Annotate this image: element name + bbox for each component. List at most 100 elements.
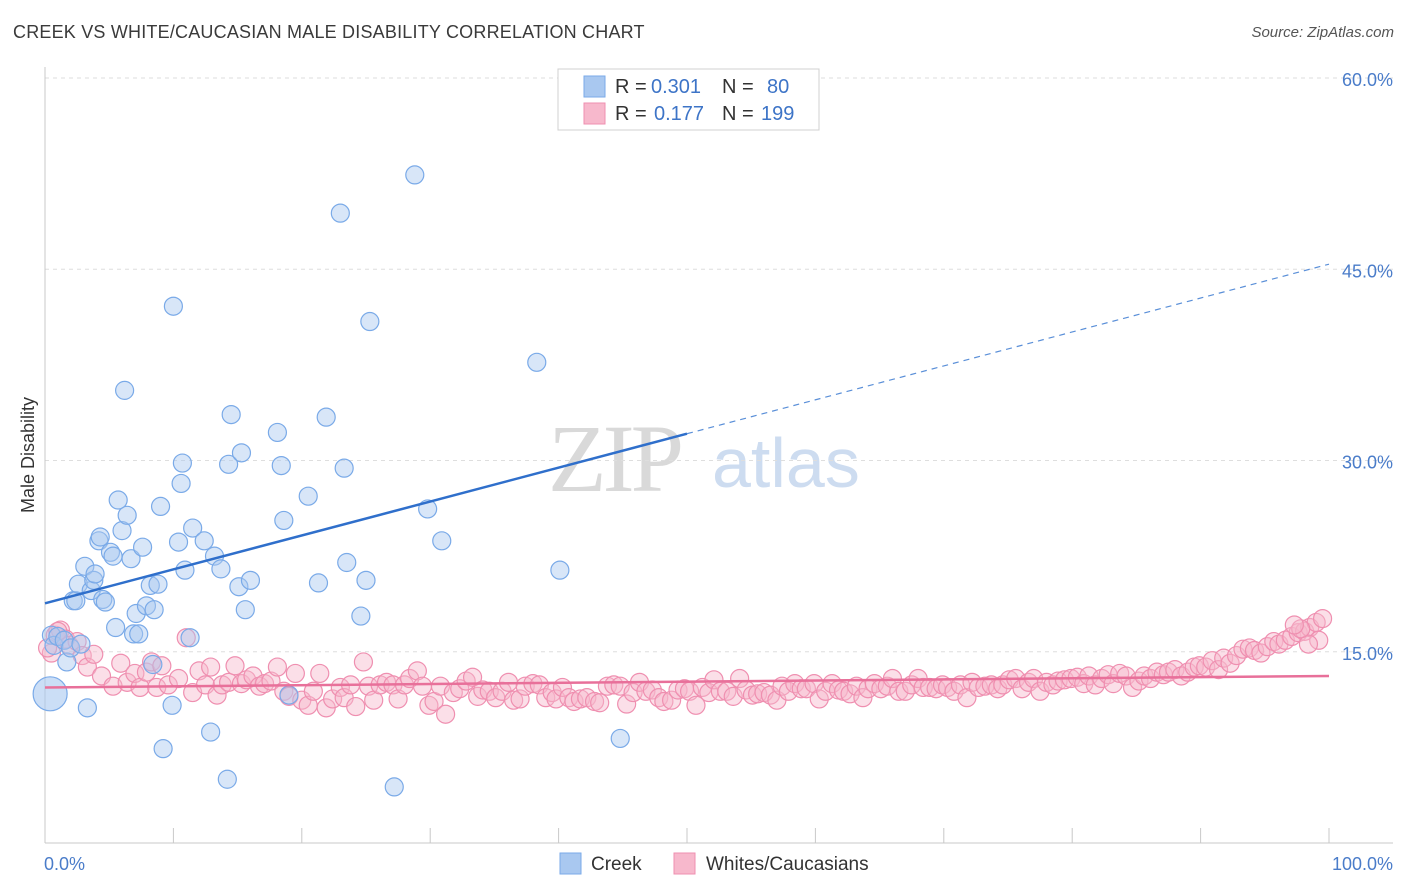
creek-point [153,739,173,759]
creek-point [172,453,192,473]
bottom-legend-swatch-whites [673,852,696,875]
creek-point [32,676,68,712]
creek-point [71,634,91,654]
whites-point [111,653,131,673]
creek-point [150,496,171,516]
legend-r-label-1: R = [615,76,647,98]
whites-point [462,667,483,687]
creek-point [77,698,97,718]
whites-point [407,661,427,681]
bottom-legend: Creek Whites/Caucasians [559,852,869,875]
creek-point [610,728,630,749]
legend-n-label-1: N = [722,76,754,98]
creek-point [126,603,146,624]
whites-point [225,656,245,676]
creek-point [112,521,132,541]
whites-point [962,672,982,692]
whites-point [704,670,724,690]
creek-point [298,486,318,506]
legend-box: R = 0.301 N = 80 R = 0.177 N = 199 [557,68,820,131]
creek-point [115,380,135,400]
whites-point [1309,630,1329,650]
whites-point [1298,634,1319,654]
whites-point [536,688,556,708]
y-tick-label: 60.0% [1342,70,1393,90]
creek-point [103,546,123,566]
whites-point [303,681,323,701]
creek-point [106,617,126,638]
creek-point [432,531,452,551]
creek-point [168,532,189,552]
whites-point [419,695,439,715]
bottom-legend-whites: Whites/Caucasians [706,854,869,875]
creek-point [129,624,149,644]
legend-swatch-creek [583,75,606,98]
whites-point [353,652,374,672]
legend-r-label-2: R = [615,103,647,125]
whites-trend-line [44,674,1330,689]
whites-point [840,684,860,704]
creek-trend-line [44,432,688,605]
whites-point [412,676,433,696]
creek-point [163,296,183,316]
creek-point [356,570,376,590]
whites-point [510,689,530,709]
whites-point [617,694,637,714]
x-axis-ticks [44,828,1330,843]
creek-point [117,505,137,525]
whites-point [1220,653,1240,673]
whites-point [654,691,674,712]
creek-point [183,518,203,538]
creek-point [93,589,113,610]
legend-n-value-2: 199 [761,103,794,125]
creek-point [316,407,336,427]
whites-point [809,689,829,709]
whites-point [388,689,408,709]
whites-point [267,657,288,677]
whites-point [686,695,706,715]
creek-point [267,422,288,443]
series-whites-points [37,608,1333,724]
whites-point [201,657,221,677]
legend-r-value-1: 0.301 [651,76,701,98]
creek-point [240,570,261,590]
whites-point [274,681,294,701]
whites-point [590,693,610,713]
bottom-legend-swatch-creek [559,852,582,875]
x-tick-label-min: 0.0% [44,854,85,874]
creek-point [271,456,291,476]
creek-point [162,695,182,715]
creek-point [337,552,357,573]
creek-point [75,556,95,576]
series-creek-points [32,165,630,797]
legend-r-value-2: 0.177 [654,103,704,125]
source-label: Source: ZipAtlas.com [1251,24,1394,41]
creek-point [384,777,404,797]
whites-point [504,690,524,710]
gridlines [45,77,1393,653]
creek-trend-extension [686,263,1330,435]
y-tick-label: 45.0% [1342,261,1393,281]
whites-point [785,674,805,694]
whites-point [189,661,209,681]
whites-point [515,676,535,696]
creek-point [194,531,214,551]
whites-point [1284,615,1304,635]
watermark-zip: ZIP [548,405,681,512]
whites-point [1043,675,1063,695]
y-axis-label: Male Disability [18,397,38,513]
creek-point [527,352,547,372]
creek-point [211,559,231,579]
whites-point [285,663,305,684]
y-tick-label: 15.0% [1342,644,1393,664]
creek-point [121,549,141,569]
legend-n-value-1: 80 [767,76,789,98]
creek-point [330,203,350,223]
whites-point [84,644,104,664]
creek-point [405,165,425,185]
creek-point [201,722,221,742]
creek-point [148,574,168,594]
whites-point [168,668,189,689]
whites-point [310,663,330,684]
